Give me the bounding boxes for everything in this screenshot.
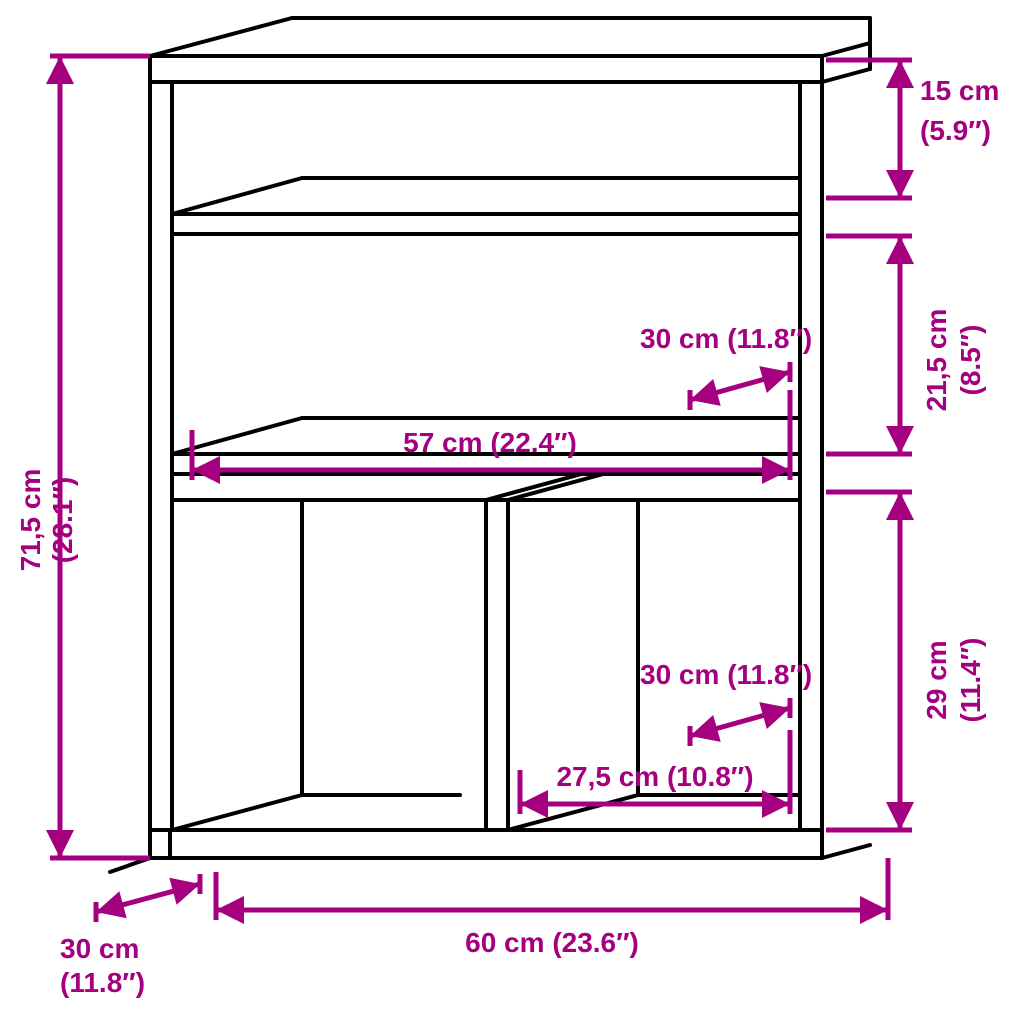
dim-low-opening: 29 cm (11.4″) <box>826 492 986 830</box>
dim-shelf-width: 57 cm (22.4″) <box>192 390 790 480</box>
dim-depth-bottom: 30 cm (11.8″) <box>60 874 200 998</box>
dim-width-bottom: 60 cm (23.6″) 60 cm (23.6″) <box>216 858 888 958</box>
dim-shelf-depth: 30 cm (11.8″) <box>640 323 812 410</box>
dim-cubby-depth: 30 cm (11.8″) <box>640 659 812 746</box>
dim-low-opening-metric: 29 cm <box>921 640 952 719</box>
dim-top-opening-imperial: (5.9″) <box>920 115 991 146</box>
dim-width-bottom-label: 60 cm (23.6″) <box>465 927 639 958</box>
dim-mid-opening-imperial: (8.5″) <box>955 325 986 396</box>
dim-cubby-depth-label: 30 cm (11.8″) <box>640 659 812 690</box>
dim-top-opening-metric: 15 cm <box>920 75 999 106</box>
dim-shelf-depth-label: 30 cm (11.8″) <box>640 323 812 354</box>
dim-height-total: 71,5 cm (28.1″) <box>15 56 150 858</box>
dim-height-total-imperial: (28.1″) <box>47 477 78 564</box>
dim-top-opening: 15 cm (5.9″) <box>826 60 999 198</box>
dim-height-total-metric: 71,5 cm <box>15 469 46 572</box>
dim-depth-bottom-metric: 30 cm <box>60 933 139 964</box>
dim-low-opening-imperial: (11.4″) <box>955 637 986 722</box>
dim-mid-opening: 21,5 cm (8.5″) <box>826 236 986 454</box>
dim-cubby-width-label: 27,5 cm (10.8″) <box>556 761 753 792</box>
dim-depth-bottom-imperial: (11.8″) <box>60 967 145 998</box>
dim-mid-opening-metric: 21,5 cm <box>921 309 952 412</box>
dim-cubby-width: 27,5 cm (10.8″) <box>520 730 790 814</box>
dim-shelf-width-label: 57 cm (22.4″) <box>403 427 577 458</box>
